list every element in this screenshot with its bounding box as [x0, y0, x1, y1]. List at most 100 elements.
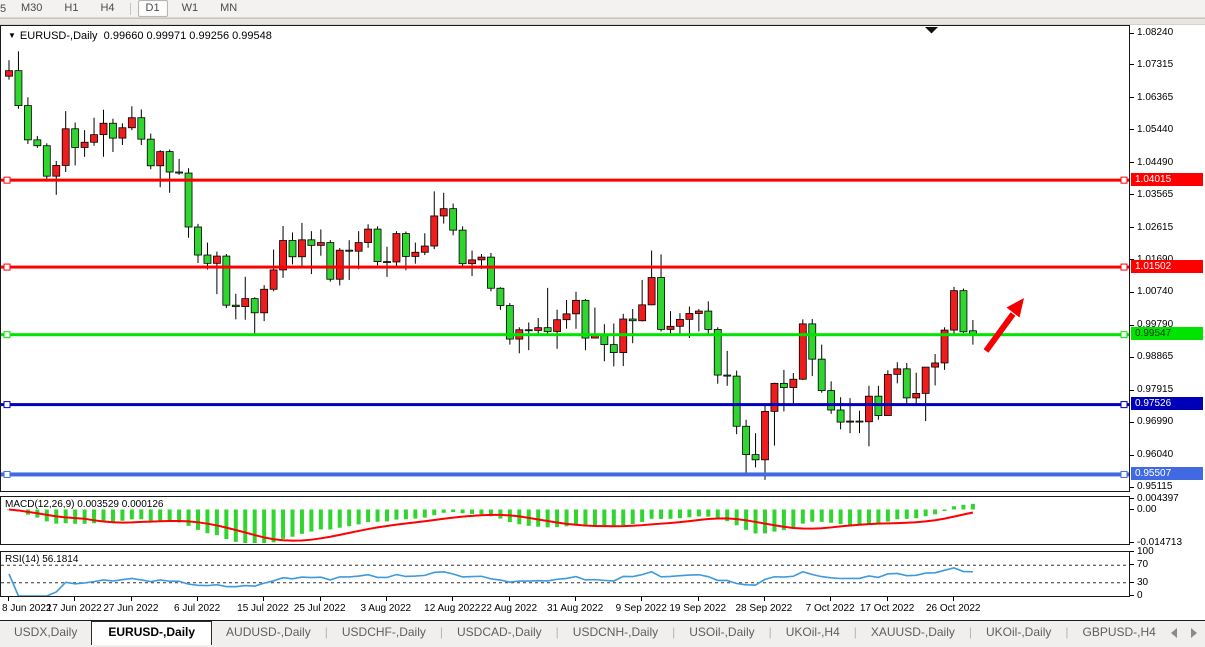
timeframe-button-m30[interactable]: M30: [21, 2, 43, 14]
bear-candle: [581, 299, 590, 339]
level-line-handle: [3, 331, 11, 339]
level-line: [1, 178, 1129, 182]
rsi-axis-label: 70: [1137, 559, 1149, 571]
chart-tab-ukoil-daily[interactable]: UKOil-,Daily: [986, 625, 1052, 639]
timeframe-button-w1[interactable]: W1: [181, 2, 199, 14]
chart-tab-eurusd-daily[interactable]: EURUSD-,Daily: [91, 621, 213, 645]
date-tick-mark: [319, 597, 321, 601]
chart-tab-usdcad-daily[interactable]: USDCAD-,Daily: [456, 625, 542, 639]
price-tick-mark: [1130, 356, 1134, 358]
timeframe-button-h4[interactable]: H4: [100, 2, 115, 14]
bull-candle: [90, 134, 98, 143]
bear-candle: [524, 329, 533, 332]
bull-candle: [411, 251, 420, 257]
bull-candle: [694, 310, 703, 314]
bull-candle: [364, 228, 373, 243]
price-tick-label: 1.02615: [1137, 221, 1174, 233]
bull-candle: [80, 141, 89, 148]
macd-tick-mark: [1130, 542, 1134, 543]
date-tick-label: 28 Sep 2022: [735, 603, 793, 614]
date-tick-mark: [697, 597, 699, 601]
bull-candle: [553, 319, 561, 332]
date-tick-mark: [953, 597, 954, 601]
price-tick-label: 1.07315: [1137, 58, 1174, 70]
rsi-indicator-panel[interactable]: RSI(14) 56.1814: [0, 551, 1130, 597]
timeframe-button-h1[interactable]: H1: [64, 2, 79, 14]
price-tick-mark: [1130, 32, 1134, 34]
date-tick-label: 12 Aug 2022: [424, 603, 481, 614]
bear-candle: [383, 261, 391, 264]
tab-scroll-left-icon[interactable]: [1171, 628, 1177, 638]
chart-tab-gbpusd-h4[interactable]: GBPUSD-,H4: [1082, 625, 1156, 639]
tab-separator: |: [672, 625, 676, 639]
price-tick-label: 0.95115: [1137, 481, 1173, 492]
level-line: [1, 472, 1129, 477]
timeframe-button-mn[interactable]: MN: [220, 2, 238, 14]
rsi-axis-label: 30: [1137, 576, 1149, 588]
timeframe-button-d1[interactable]: D1: [137, 0, 168, 17]
bear-candle: [505, 305, 514, 340]
level-line: [1, 403, 1129, 407]
macd-label: MACD(12,26,9) 0.003529 0.000126: [5, 499, 164, 510]
bear-candle: [657, 277, 665, 330]
chart-tab-xauusd-daily[interactable]: XAUUSD-,Daily: [870, 625, 955, 639]
bull-candle: [118, 127, 127, 139]
bear-candle: [628, 318, 637, 322]
date-tick-mark: [641, 597, 643, 601]
main-chart-svg[interactable]: [1, 26, 1129, 491]
bull-candle: [865, 395, 873, 423]
date-tick-mark: [575, 597, 576, 601]
bull-candle: [940, 329, 949, 364]
bull-candle: [468, 259, 476, 265]
macd-tick-mark: [1130, 508, 1134, 510]
bear-candle: [109, 122, 117, 139]
chart-tab-usdcnh-daily[interactable]: USDCNH-,Daily: [572, 625, 659, 639]
bull-candle: [156, 151, 165, 167]
price-tick-mark: [1130, 227, 1134, 229]
bull-candle: [279, 240, 287, 271]
price-axis: 1.08240 1.07315 1.06365 1.05440 1.04490 1.035…: [1130, 25, 1205, 601]
rsi-svg[interactable]: [1, 552, 1129, 596]
bear-candle: [401, 233, 410, 257]
timeframe-button-clipped[interactable]: 5: [0, 2, 7, 15]
price-tick-label: 1.01690: [1137, 254, 1173, 265]
bear-candle: [496, 287, 505, 306]
macd-indicator-panel[interactable]: MACD(12,26,9) 0.003529 0.000126: [0, 496, 1130, 545]
price-tick-label: 1.06365: [1137, 91, 1174, 103]
date-tick-mark: [74, 597, 76, 601]
macd-svg[interactable]: [1, 497, 1129, 544]
bear-candle: [855, 420, 864, 423]
rsi-line: [8, 567, 973, 596]
level-price-badge: 1.04015: [1131, 172, 1203, 186]
bull-candle: [638, 304, 647, 322]
collapse-triangle-icon[interactable]: ▼: [8, 31, 16, 40]
bull-candle: [52, 165, 61, 177]
price-tick-mark: [1130, 194, 1134, 196]
bull-candle: [562, 313, 571, 321]
level-line-handle: [3, 401, 11, 409]
date-tick-mark: [830, 597, 832, 601]
bull-candle: [335, 249, 344, 280]
chart-tab-audusd-daily[interactable]: AUDUSD-,Daily: [226, 625, 311, 639]
rsi-axis-label: 100: [1137, 546, 1154, 557]
macd-tick-mark: [1130, 498, 1134, 500]
date-tick-label: 19 Sep 2022: [669, 603, 727, 614]
bear-candle: [704, 310, 713, 330]
level-price-badge: 0.99547: [1131, 327, 1203, 341]
price-tick-mark: [1130, 486, 1134, 488]
chart-tab-ukoil-h4[interactable]: UKOil-,H4: [785, 625, 840, 639]
date-tick-mark: [508, 597, 510, 601]
bear-candle: [165, 151, 174, 173]
date-tick-label: 22 Aug 2022: [480, 603, 538, 614]
price-chart-panel[interactable]: ▼ EURUSD-,Daily 0.99660 0.99971 0.99256 0…: [0, 25, 1130, 492]
bull-candle: [883, 373, 892, 416]
bear-candle: [902, 368, 911, 399]
level-line-handle: [1120, 263, 1128, 271]
level-line-handle: [3, 470, 11, 478]
tab-scroll-right-icon[interactable]: [1191, 628, 1197, 638]
bull-candle: [770, 382, 779, 412]
chart-tab-usdchf-daily[interactable]: USDCHF-,Daily: [341, 625, 426, 639]
chart-tab-usoil-daily[interactable]: USOil-,Daily: [689, 625, 755, 639]
timeframe-buttons: M30 H1 H4 D1 W1 MN: [10, 0, 248, 17]
chart-tab-usdx-daily[interactable]: USDX,Daily: [14, 625, 78, 639]
